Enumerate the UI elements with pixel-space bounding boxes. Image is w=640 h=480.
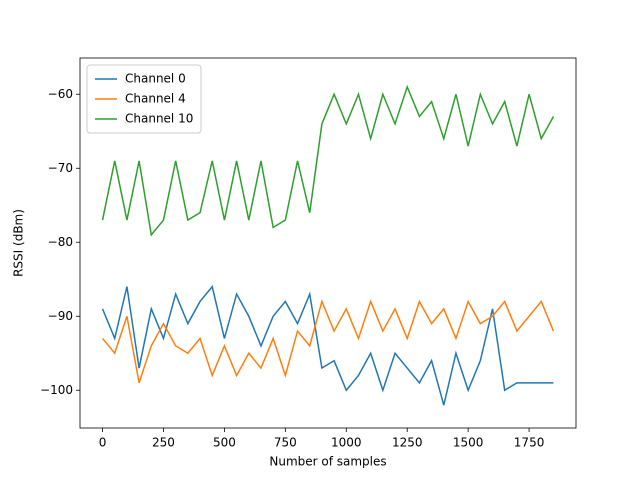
series-line [101,299,555,384]
x-tick-label: 0 [99,436,107,450]
y-tick-label: −90 [48,309,73,323]
x-tick-label: 1250 [392,436,423,450]
legend-label: Channel 10 [125,112,193,126]
series-line [101,285,554,406]
x-tick-label: 750 [274,436,297,450]
series-line [101,84,555,237]
x-tick-label: 500 [213,436,236,450]
x-tick-label: 1500 [453,436,484,450]
y-tick-label: −60 [48,87,73,101]
plot-frame [79,57,577,429]
legend-label: Channel 0 [125,72,186,86]
y-tick-label: −80 [48,235,73,249]
y-tick-label: −100 [40,383,73,397]
y-tick-label: −70 [48,161,73,175]
x-tick-label: 1000 [331,436,362,450]
x-tick-label: 250 [152,436,175,450]
x-axis-label: Number of samples [269,455,386,469]
x-tick-label: 1750 [514,436,545,450]
y-axis-label: RSSI (dBm) [12,209,26,277]
legend-label: Channel 4 [125,92,186,106]
legend-box [86,64,202,134]
